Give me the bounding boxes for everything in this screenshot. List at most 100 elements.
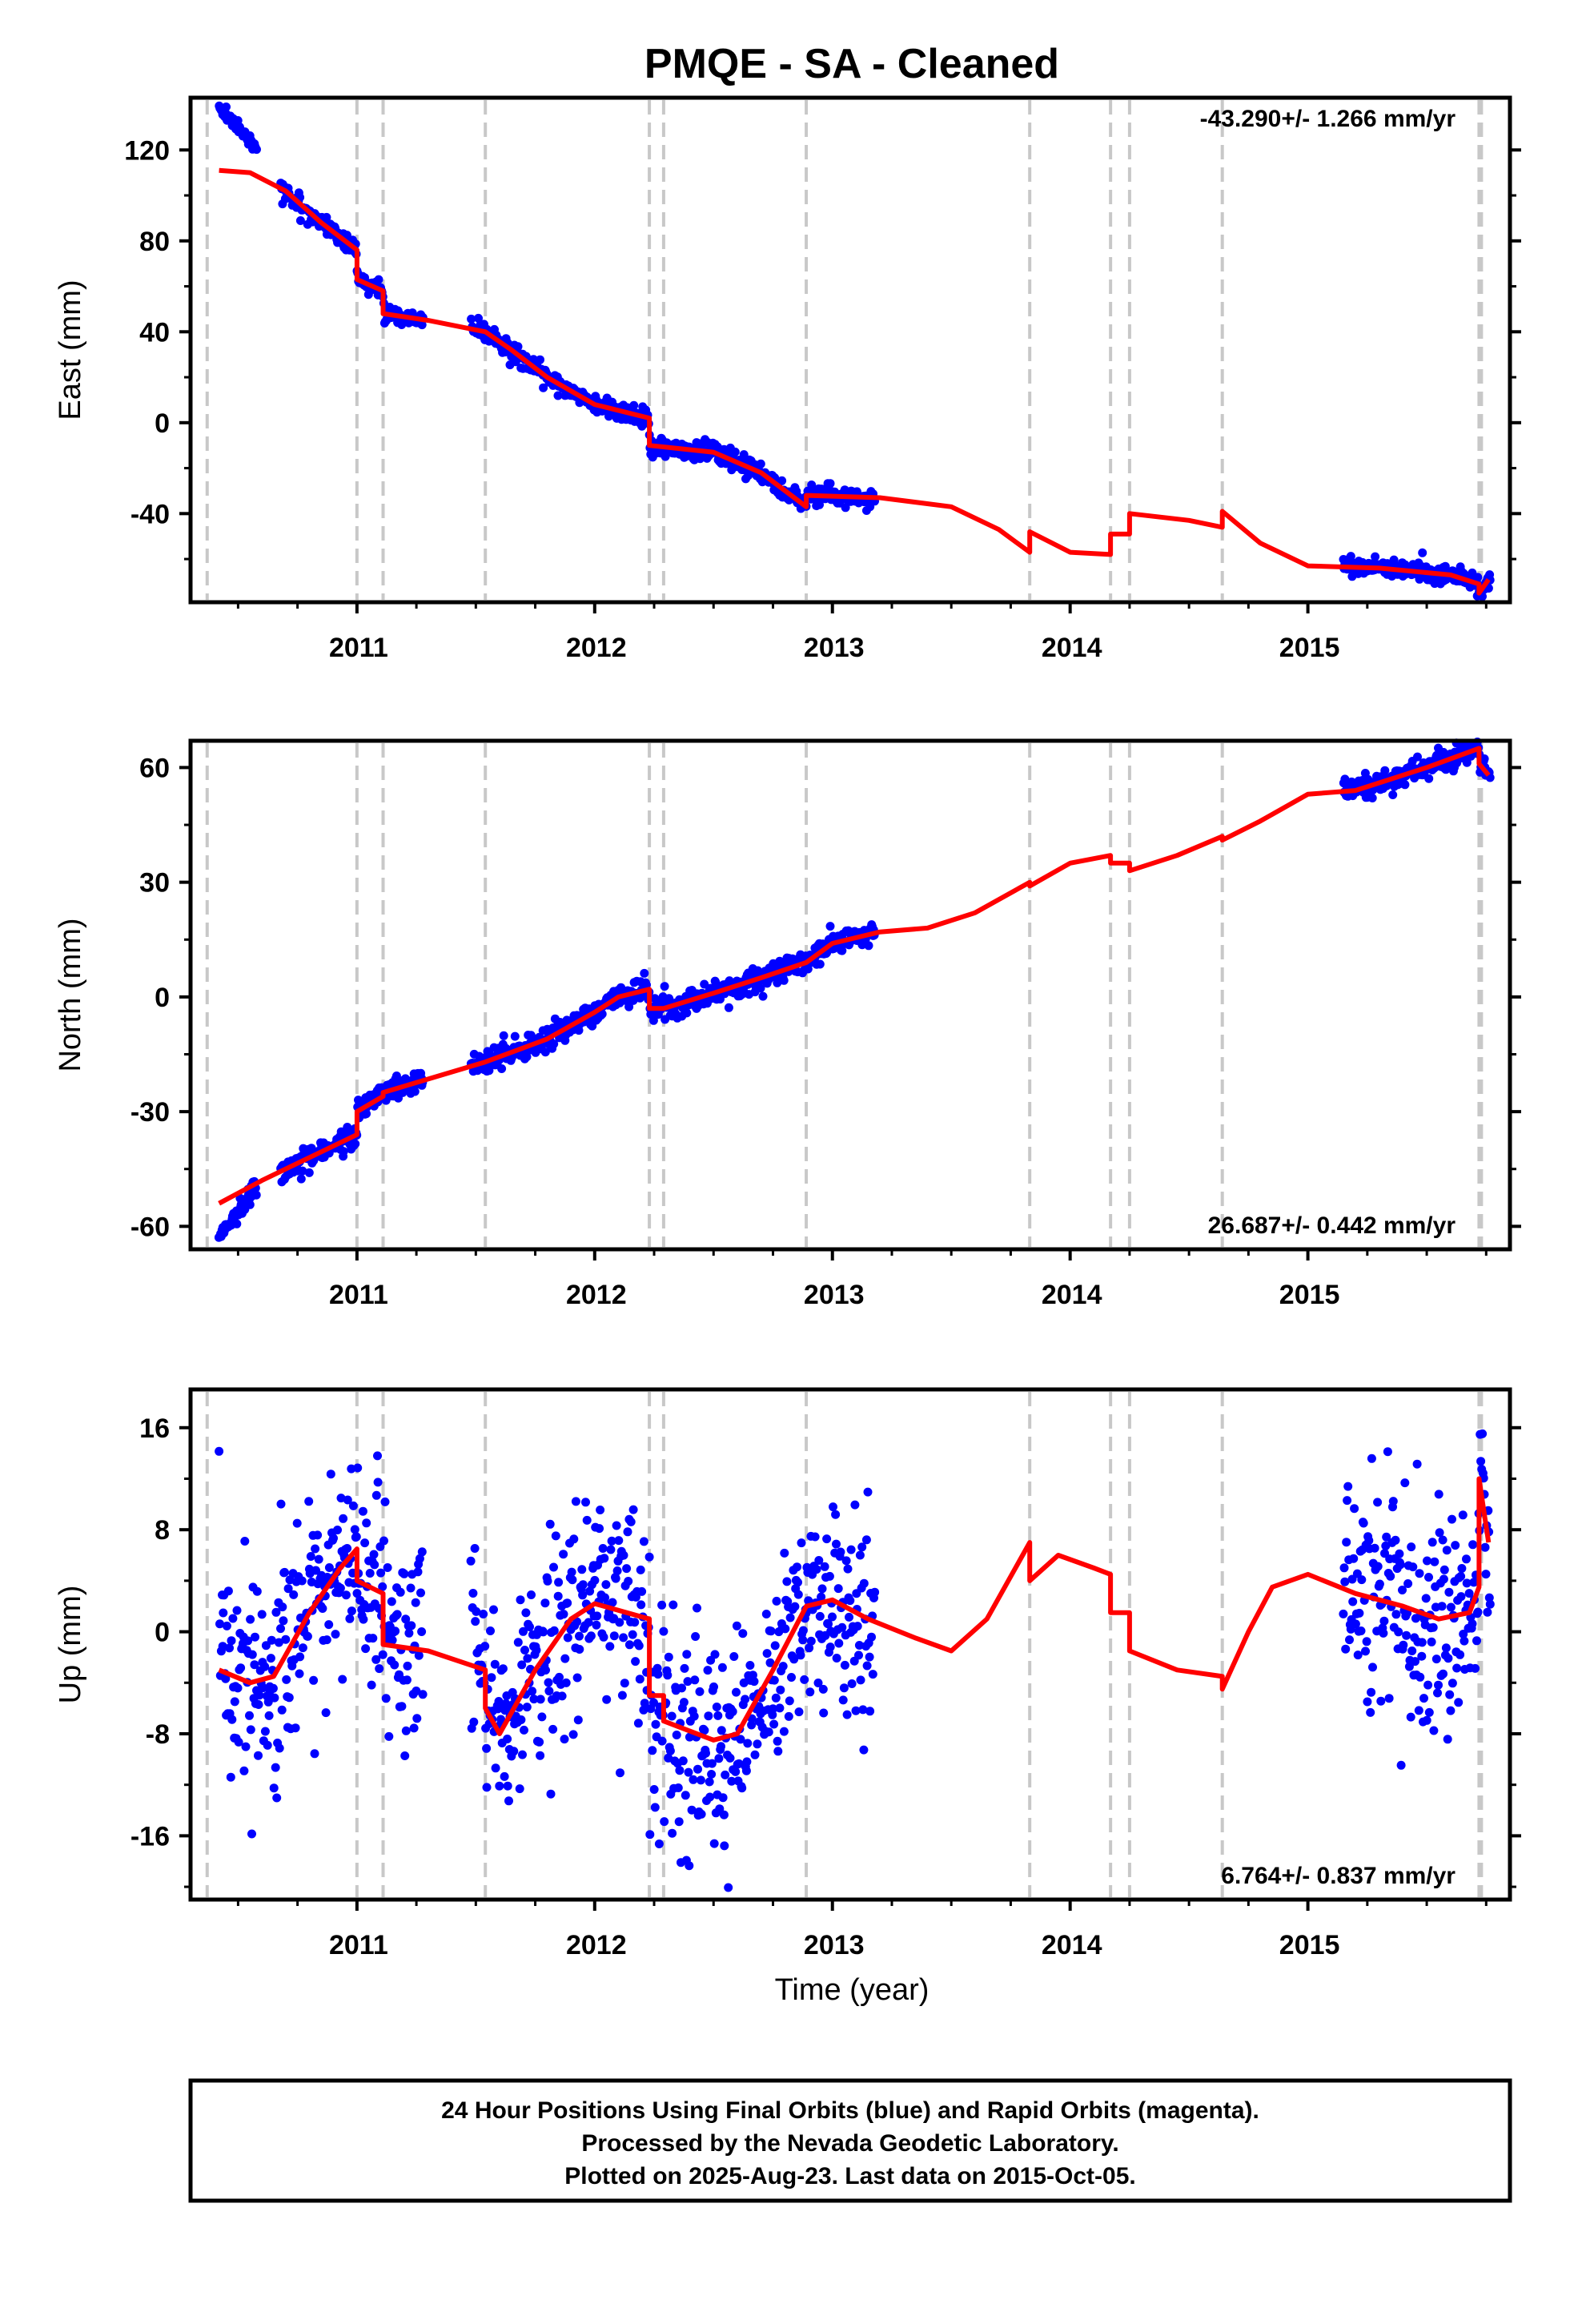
- data-point: [664, 1652, 673, 1662]
- data-point: [1458, 1510, 1468, 1520]
- data-point: [491, 1763, 500, 1773]
- data-point: [1478, 1429, 1488, 1438]
- data-point: [1339, 1563, 1349, 1573]
- data-point: [333, 1526, 342, 1534]
- data-point: [1464, 1589, 1474, 1598]
- data-point: [311, 1566, 320, 1575]
- data-point: [631, 1657, 640, 1667]
- data-point: [815, 959, 825, 969]
- model-fit-line: [218, 746, 1491, 1206]
- data-point: [681, 1791, 690, 1800]
- data-point: [247, 1650, 257, 1659]
- data-point: [575, 1645, 584, 1654]
- x-tick-label: 2011: [329, 1930, 388, 1960]
- data-point: [414, 1651, 424, 1660]
- data-point: [1417, 1638, 1427, 1647]
- data-point: [1349, 1554, 1359, 1563]
- model-fit-line: [219, 167, 1491, 596]
- data-point: [276, 1624, 285, 1634]
- data-point: [559, 1610, 568, 1619]
- data-point: [498, 1664, 508, 1674]
- data-point: [309, 1675, 319, 1685]
- data-point: [736, 1735, 745, 1744]
- data-point: [1459, 1630, 1468, 1638]
- data-point: [1413, 752, 1422, 762]
- data-point: [1438, 1535, 1447, 1545]
- data-point: [798, 1635, 808, 1645]
- data-point: [404, 1628, 414, 1638]
- plot-frame: [188, 95, 1512, 605]
- data-point: [582, 1515, 592, 1525]
- data-point: [336, 1494, 346, 1503]
- data-point: [417, 1627, 427, 1636]
- data-point: [1371, 552, 1380, 561]
- data-point: [311, 1544, 320, 1554]
- data-point: [659, 1626, 669, 1636]
- data-point: [1424, 774, 1434, 783]
- data-point: [665, 995, 674, 1004]
- data-point: [650, 1803, 660, 1812]
- data-point: [373, 1478, 383, 1487]
- data-point: [838, 1695, 848, 1705]
- data-point: [776, 1685, 785, 1695]
- up-panel: 16 8 0 -8 -16 2011 2012 2013 2014 2015 Up (mm) 6.76…: [54, 1387, 1521, 1960]
- data-point: [693, 1603, 701, 1613]
- data-point: [825, 1571, 834, 1581]
- data-point: [612, 1521, 621, 1530]
- data-point: [822, 1534, 832, 1544]
- data-point: [272, 1793, 282, 1803]
- data-point: [1383, 1447, 1392, 1457]
- velocity-label: 6.764+/- 0.837 mm/yr: [1221, 1863, 1456, 1889]
- data-point: [628, 1630, 637, 1639]
- data-point: [370, 1560, 379, 1570]
- data-point: [845, 1612, 853, 1622]
- data-point: [417, 320, 427, 330]
- data-point: [859, 1578, 869, 1588]
- data-point: [545, 1519, 555, 1529]
- data-point: [819, 1708, 829, 1718]
- data-point: [764, 1727, 773, 1737]
- data-point: [636, 1565, 645, 1574]
- data-point: [560, 1735, 569, 1744]
- data-point: [368, 1634, 378, 1643]
- data-point: [668, 1828, 677, 1838]
- data-point: [682, 1008, 692, 1018]
- data-point: [230, 1697, 239, 1707]
- data-point: [851, 1706, 861, 1715]
- data-point: [401, 1726, 411, 1735]
- data-point: [623, 1527, 632, 1537]
- data-point: [223, 1586, 233, 1596]
- data-point: [758, 991, 768, 1001]
- data-point: [858, 1705, 868, 1715]
- data-point: [387, 1635, 397, 1645]
- data-point: [1415, 1672, 1425, 1682]
- data-point: [862, 1661, 872, 1671]
- data-point: [239, 1766, 249, 1775]
- data-point: [1435, 1528, 1444, 1538]
- data-point: [575, 1631, 584, 1641]
- data-point: [770, 1641, 780, 1651]
- data-point: [567, 1567, 576, 1577]
- data-point: [1462, 1578, 1472, 1588]
- x-tick-label: 2013: [804, 1280, 865, 1310]
- footer-line-2: Processed by the Nevada Geodetic Laborat…: [581, 2130, 1118, 2157]
- data-point: [714, 1754, 724, 1763]
- data-point: [298, 1166, 307, 1176]
- data-point: [236, 1663, 246, 1673]
- data-point: [371, 1655, 381, 1664]
- data-point: [633, 1719, 643, 1728]
- data-point: [264, 1711, 274, 1720]
- data-point: [628, 1505, 638, 1514]
- data-point: [383, 1563, 392, 1572]
- north-panel: 60 30 0 -30 -60 2011 2012 2013 2014 2015 North (mm…: [54, 738, 1521, 1310]
- data-point: [471, 1617, 480, 1626]
- model-fit-line: [218, 1476, 1492, 1743]
- data-point: [1373, 1498, 1383, 1507]
- x-tick-label: 2012: [566, 1930, 627, 1960]
- data-point: [1353, 1651, 1363, 1660]
- data-point: [573, 1715, 583, 1725]
- data-point: [629, 400, 639, 410]
- velocity-label: 26.687+/- 0.442 mm/yr: [1208, 1212, 1456, 1239]
- data-point: [663, 1671, 673, 1680]
- data-point: [709, 1839, 719, 1848]
